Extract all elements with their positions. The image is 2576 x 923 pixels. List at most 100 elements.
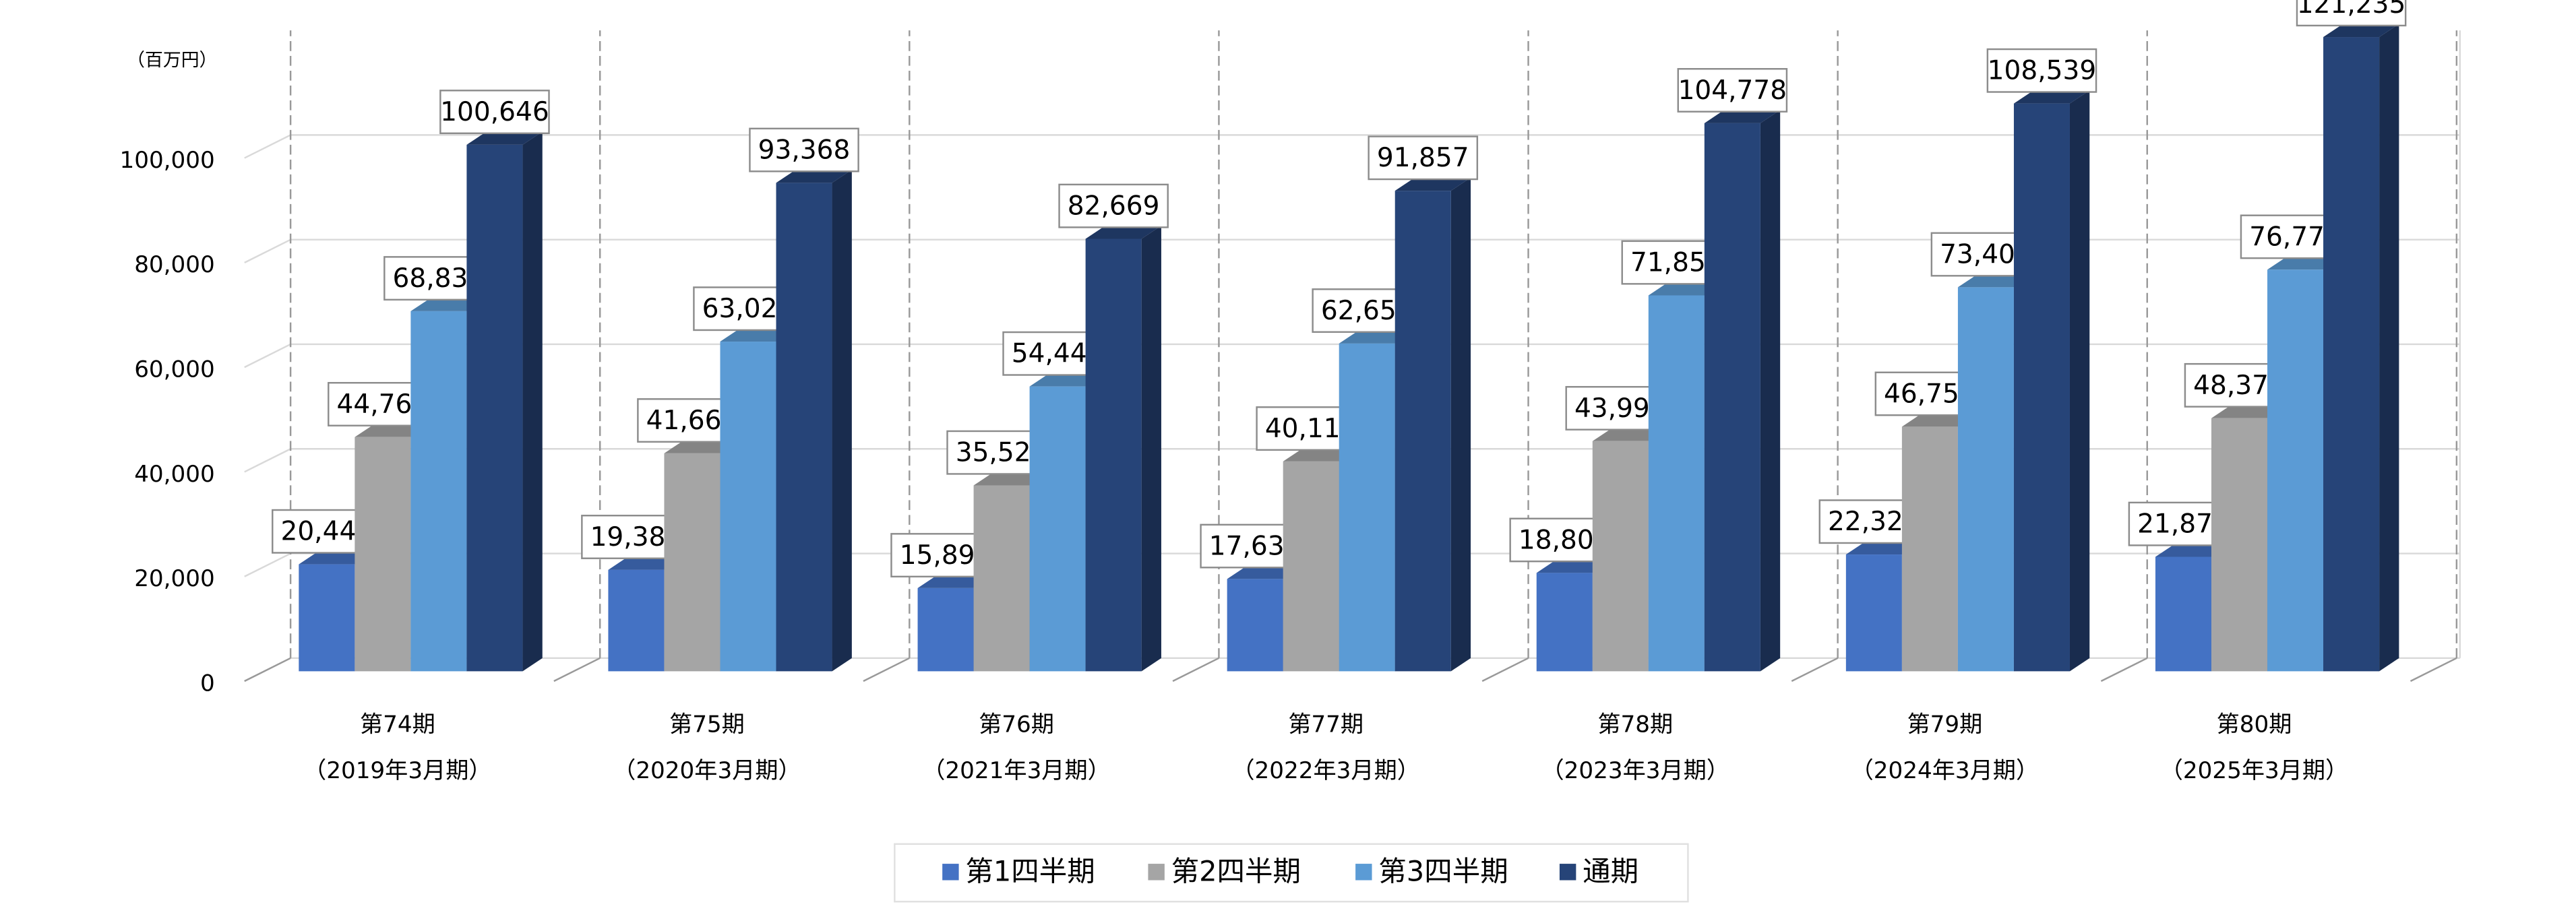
legend-swatch [1148, 864, 1165, 881]
bar-side [2379, 24, 2399, 672]
bar [608, 569, 665, 672]
x-tick-label: 第76期 [979, 711, 1054, 738]
data-label: 108,539 [1988, 56, 2097, 86]
legend-label: 通期 [1583, 855, 1638, 888]
data-label-box [749, 127, 859, 172]
bar [2211, 418, 2268, 672]
grid-side [244, 343, 291, 369]
y-tick-label: 80,000 [134, 251, 215, 278]
bar [299, 564, 355, 672]
floor-edge [2100, 657, 2148, 682]
x-tick-label: 第78期 [1597, 711, 1673, 738]
bar [2155, 556, 2211, 672]
legend-swatch [942, 864, 959, 881]
data-label-box [1368, 135, 1479, 181]
y-tick-label: 0 [200, 670, 215, 697]
floor-edge [553, 657, 601, 682]
floor-edge [1172, 657, 1219, 682]
data-label: 91,857 [1377, 143, 1469, 173]
bar-side [832, 169, 852, 672]
bar [973, 485, 1030, 672]
grid-side [244, 552, 291, 577]
unit-label: （百万円） [127, 50, 217, 71]
bar [1394, 191, 1451, 672]
legend-label: 第1四半期 [965, 855, 1095, 888]
y-tick-label: 20,000 [134, 565, 215, 592]
y-tick-label: 40,000 [134, 461, 215, 488]
x-tick-label: （2019年3月期） [303, 757, 492, 784]
bar [2267, 269, 2324, 672]
bar [1957, 287, 2014, 672]
bar-side [522, 131, 543, 672]
bar [1227, 579, 1283, 672]
bar-top [1704, 110, 1781, 123]
x-tick-label: 第75期 [669, 711, 745, 738]
bar [1029, 386, 1086, 672]
bar-side [1760, 110, 1781, 672]
floor-edge [863, 657, 910, 682]
data-label-box [1058, 183, 1169, 228]
bar-top [776, 169, 852, 183]
bar [1901, 426, 1958, 672]
bar [2323, 37, 2380, 672]
data-label-box [439, 90, 550, 135]
bar [720, 342, 776, 672]
data-label-box [1677, 68, 1788, 113]
grid-side [244, 238, 291, 263]
grid-side [244, 448, 291, 473]
bar [776, 183, 832, 672]
x-tick-label: （2021年3月期） [922, 757, 1111, 784]
y-tick-label: 60,000 [134, 356, 215, 383]
bar-top [2323, 24, 2399, 38]
data-label: 104,778 [1678, 75, 1787, 106]
x-tick-label: （2023年3月期） [1541, 757, 1729, 784]
bar [1592, 441, 1649, 672]
bar [1085, 238, 1142, 672]
bar [466, 144, 523, 672]
floor-edge [2410, 657, 2457, 682]
bar-top [1085, 225, 1161, 239]
bar [1704, 123, 1760, 672]
data-label-box [2296, 0, 2407, 27]
bar [1536, 573, 1593, 672]
bar-top [2013, 90, 2090, 104]
legend-swatch [1355, 864, 1372, 881]
x-tick-label: （2022年3月期） [1231, 757, 1420, 784]
y-tick-label: 100,000 [119, 147, 214, 174]
bar [1339, 343, 1395, 672]
x-tick-label: （2025年3月期） [2160, 757, 2349, 784]
bar [410, 311, 467, 672]
bar [664, 453, 720, 672]
floor-edge [1791, 657, 1839, 682]
bar [1283, 461, 1339, 672]
x-tick-label: 第74期 [360, 711, 435, 738]
legend-swatch [1559, 864, 1576, 881]
legend-label: 第3四半期 [1378, 855, 1508, 888]
x-tick-label: 第80期 [2217, 711, 2292, 738]
bar-top [466, 131, 543, 145]
legend-box [894, 843, 1689, 903]
bar [2013, 103, 2070, 672]
data-label: 121,235 [2297, 0, 2406, 20]
x-tick-label: （2024年3月期） [1851, 757, 2040, 784]
bar-side [1450, 177, 1471, 672]
x-tick-label: 第77期 [1288, 711, 1363, 738]
bar-side [1141, 225, 1161, 672]
data-label: 100,646 [440, 97, 549, 127]
floor-edge [244, 657, 291, 682]
bar [355, 437, 411, 672]
floor-edge [1481, 657, 1529, 682]
legend-label: 第2四半期 [1171, 855, 1301, 888]
bar [917, 587, 974, 672]
bar-side [2069, 90, 2090, 672]
bar [1845, 554, 1902, 672]
grid-side [244, 134, 291, 159]
x-tick-label: （2020年3月期） [613, 757, 801, 784]
bar-top [1394, 177, 1471, 191]
data-label-box [1986, 48, 2097, 93]
data-label: 93,368 [758, 135, 851, 166]
x-tick-label: 第79期 [1907, 711, 1982, 738]
bar [1648, 295, 1705, 672]
data-label: 82,669 [1068, 191, 1160, 222]
